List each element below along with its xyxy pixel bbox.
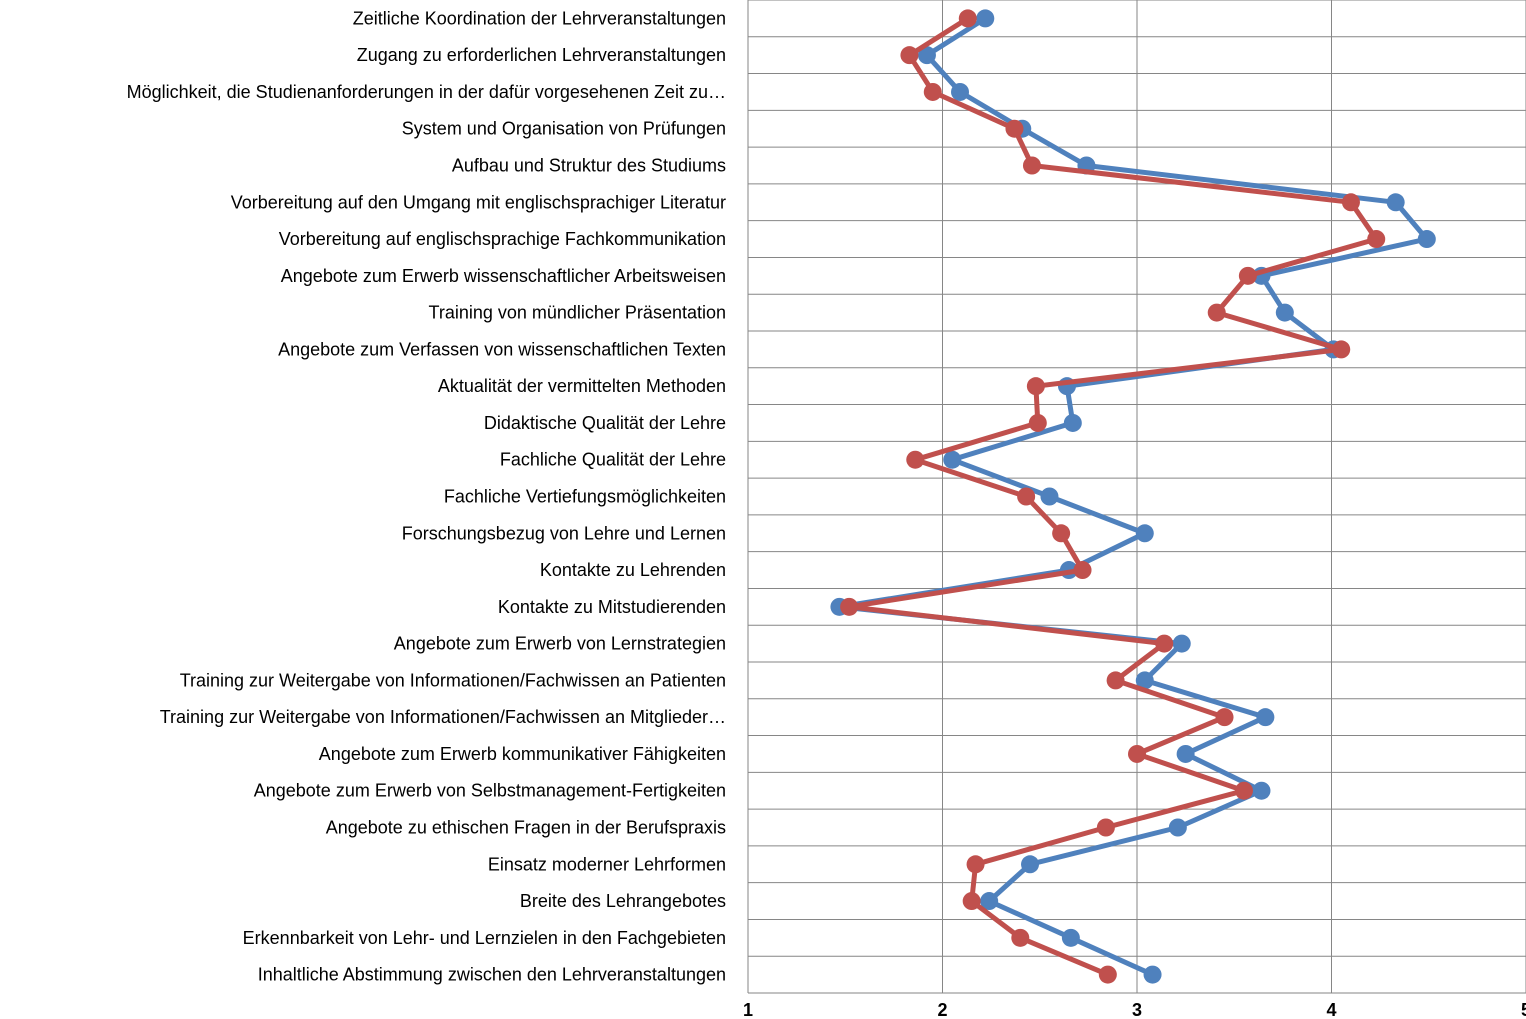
data-point [1073, 561, 1092, 580]
data-point [1128, 744, 1146, 763]
category-label: Einsatz moderner Lehrformen [488, 854, 726, 874]
series-line [836, 16, 1430, 977]
data-point [906, 450, 925, 469]
category-label: Fachliche Vertiefungsmöglichkeiten [444, 487, 726, 507]
data-point [1176, 744, 1195, 763]
category-label: Angebote zum Erwerb kommunikativer Fähig… [319, 744, 726, 764]
category-label: Kontakte zu Mitstudierenden [498, 597, 726, 617]
category-label: Forschungsbezug von Lehre und Lernen [402, 523, 726, 543]
category-label: Erkennbarkeit von Lehr- und Lernzielen i… [243, 928, 726, 948]
category-label: Training zur Weitergabe von Informatione… [160, 707, 726, 727]
data-point [1417, 230, 1436, 249]
data-point [1168, 818, 1187, 837]
data-point [1135, 671, 1154, 690]
category-label: Inhaltliche Abstimmung zwischen den Lehr… [258, 965, 726, 985]
category-label: Angebote zum Erwerb von Selbstmanagement… [254, 781, 726, 801]
data-point [1143, 965, 1162, 984]
x-tick-label: 1 [743, 1000, 753, 1019]
data-point [1341, 193, 1360, 212]
data-point [1172, 634, 1191, 653]
category-label: Breite des Lehrangebotes [520, 891, 726, 911]
category-label: Training zur Weitergabe von Informatione… [180, 670, 726, 690]
data-point [1022, 156, 1041, 175]
x-axis-tick-labels: 1 2 3 4 5 [743, 1000, 1526, 1019]
data-point [1017, 487, 1036, 506]
data-point [1275, 303, 1294, 322]
category-label: Training von mündlicher Präsentation [429, 303, 727, 323]
category-label: Aktualität der vermittelten Methoden [438, 376, 726, 396]
data-point [1386, 193, 1405, 212]
data-point [1256, 708, 1275, 727]
data-point [1005, 119, 1024, 138]
data-point [923, 82, 942, 101]
data-point [980, 892, 999, 911]
category-label: Möglichkeit, die Studienanforderungen in… [127, 82, 726, 102]
x-tick-label: 4 [1326, 1000, 1336, 1019]
data-point [1332, 340, 1351, 359]
data-point [943, 450, 962, 469]
category-label: Fachliche Qualität der Lehre [500, 450, 726, 470]
category-label: Didaktische Qualität der Lehre [484, 413, 726, 433]
category-label: Angebote zum Verfassen von wissenschaftl… [278, 339, 726, 359]
data-point [1061, 928, 1080, 947]
data-point [1135, 524, 1154, 543]
data-point [1063, 413, 1082, 432]
category-label: Vorbereitung auf den Umgang mit englisch… [231, 192, 726, 212]
data-point [951, 82, 970, 101]
data-point [962, 892, 981, 911]
data-point [1028, 413, 1047, 432]
data-point [958, 9, 977, 28]
data-point [917, 46, 936, 65]
data-point [966, 855, 985, 874]
data-point [1252, 781, 1271, 800]
data-point [1367, 230, 1386, 249]
data-point [1155, 634, 1174, 653]
data-point [1098, 965, 1117, 984]
data-point [1021, 855, 1040, 874]
data-point [1238, 266, 1257, 285]
data-point [1207, 303, 1226, 322]
series-2 [840, 9, 1386, 984]
data-point [900, 46, 919, 65]
data-point [1040, 487, 1059, 506]
category-label: Angebote zum Erwerb wissenschaftlicher A… [281, 266, 726, 286]
data-point [1096, 818, 1115, 837]
x-tick-label: 2 [937, 1000, 947, 1019]
series-1 [830, 9, 1436, 984]
grid-lines [747, 0, 1526, 994]
data-point [1106, 671, 1125, 690]
category-label: Zugang zu erforderlichen Lehrveranstaltu… [357, 45, 726, 65]
data-point [1011, 928, 1030, 947]
data-point [1234, 781, 1253, 800]
category-labels: Zeitliche Koordination der Lehrveranstal… [127, 8, 726, 984]
category-label: System und Organisation von Prüfungen [402, 119, 726, 139]
category-label: Kontakte zu Lehrenden [540, 560, 726, 580]
x-tick-label: 5 [1521, 1000, 1526, 1019]
x-tick-label: 3 [1132, 1000, 1142, 1019]
category-label: Vorbereitung auf englischsprachige Fachk… [279, 229, 726, 249]
data-point [1052, 524, 1071, 543]
category-label: Angebote zu ethischen Fragen in der Beru… [326, 818, 726, 838]
data-point [1215, 708, 1234, 727]
data-point [840, 597, 859, 616]
data-point [1026, 377, 1045, 396]
series-layer [830, 9, 1436, 984]
category-label: Zeitliche Koordination der Lehrveranstal… [353, 8, 726, 28]
category-label: Aufbau und Struktur des Studiums [452, 156, 726, 176]
category-label: Angebote zum Erwerb von Lernstrategien [394, 634, 726, 654]
data-point [976, 9, 995, 28]
